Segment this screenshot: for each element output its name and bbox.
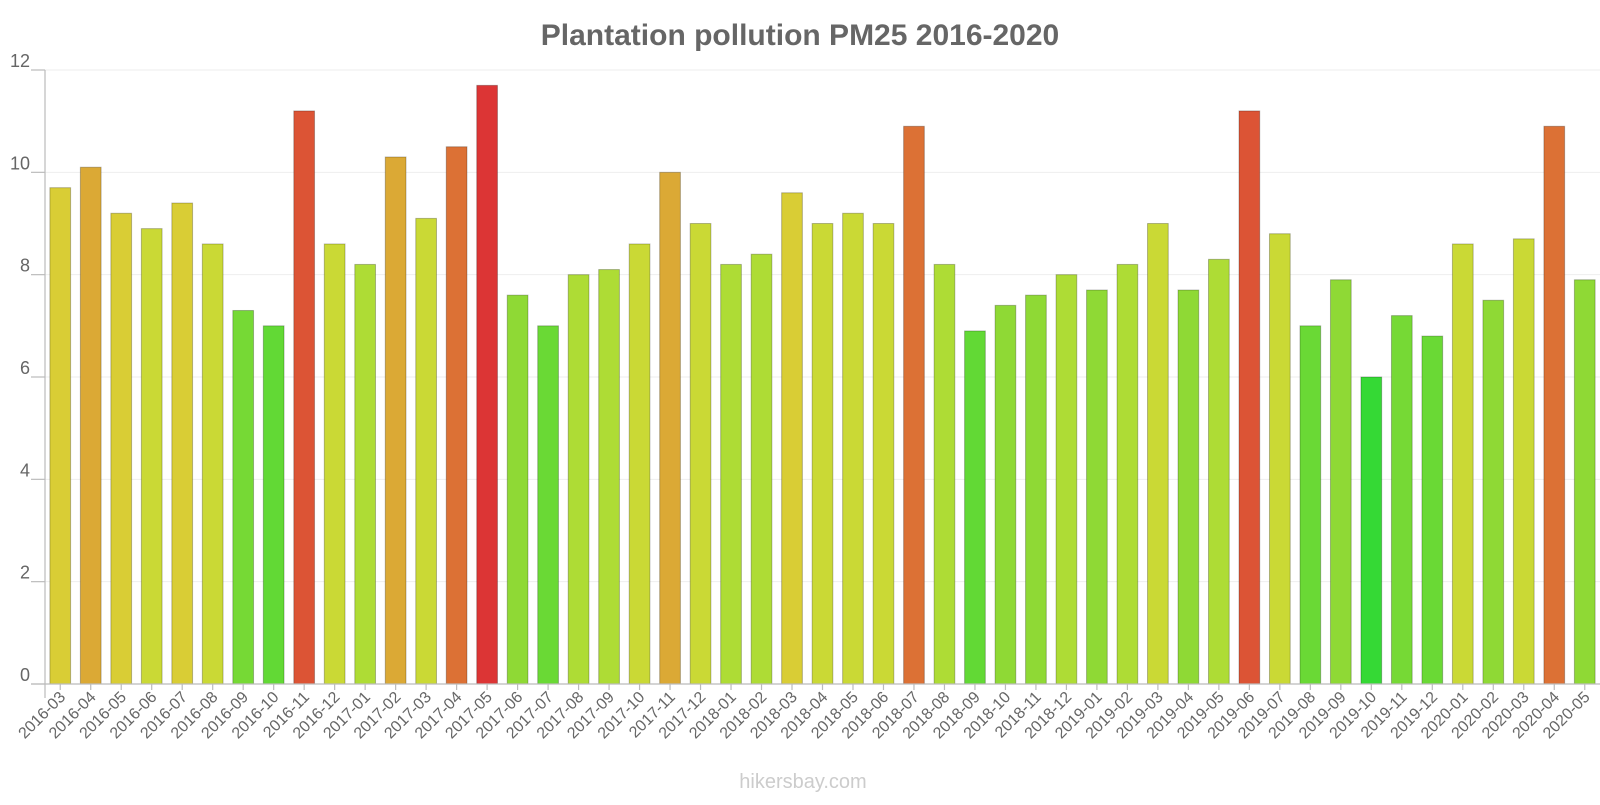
bar-2016-10[interactable] [262,325,285,685]
watermark: hikersbay.com [739,771,866,793]
bar-2019-06[interactable] [1238,110,1261,685]
bar-2019-03[interactable] [1147,223,1169,685]
bar-2016-05[interactable] [110,212,133,685]
bar-2016-09[interactable] [232,309,255,685]
bar-2017-09[interactable] [598,269,620,685]
bar-2017-06[interactable] [506,294,529,685]
bar-2019-02[interactable] [1116,263,1139,685]
bar-2017-05[interactable] [476,84,498,685]
bar-2019-04[interactable] [1177,289,1200,685]
y-tick-label: 6 [20,358,30,378]
y-tick-label: 10 [10,153,30,173]
bar-2018-11[interactable] [1025,294,1047,685]
bar-2020-03[interactable] [1512,238,1535,685]
bar-2017-01[interactable] [354,263,377,685]
bar-2017-03[interactable] [415,217,437,685]
bar-2017-02[interactable] [384,156,407,685]
bar-2020-02[interactable] [1482,299,1505,685]
bar-2018-06[interactable] [872,223,895,685]
bar-2020-01[interactable] [1451,243,1474,685]
bar-2017-11[interactable] [659,171,681,685]
bar-2017-07[interactable] [537,325,559,685]
bar-2019-12[interactable] [1421,335,1444,685]
bar-2018-01[interactable] [720,263,742,685]
bar-2018-07[interactable] [903,125,925,685]
bar-2018-02[interactable] [750,253,773,685]
y-tick-label: 12 [10,51,30,71]
chart-title: Plantation pollution PM25 2016-2020 [541,19,1059,52]
bar-2019-10[interactable] [1360,376,1383,685]
bar-2017-12[interactable] [689,223,712,685]
bar-2018-12[interactable] [1055,274,1078,685]
y-tick-label: 0 [20,665,30,685]
bar-2016-12[interactable] [323,243,346,685]
bar-2019-11[interactable] [1390,315,1413,685]
bar-2017-10[interactable] [628,243,651,685]
bar-2018-10[interactable] [994,304,1017,685]
axes [31,70,1600,698]
bar-2016-08[interactable] [201,243,224,685]
bar-2016-03[interactable] [49,187,72,685]
bar-2019-09[interactable] [1329,279,1352,685]
bar-2018-03[interactable] [781,192,803,685]
bar-2016-07[interactable] [171,202,194,685]
x-axis-ticks: 2016-032016-042016-052016-062016-072016-… [16,684,1594,742]
bar-2019-05[interactable] [1208,258,1230,685]
bar-2018-09[interactable] [964,330,986,685]
bars [49,84,1596,685]
bar-2017-08[interactable] [567,274,590,685]
bar-2016-06[interactable] [140,228,163,685]
y-tick-label: 8 [20,256,30,276]
bar-2017-04[interactable] [445,146,468,685]
y-tick-label: 4 [20,460,30,480]
y-tick-label: 2 [20,563,30,583]
bar-2018-08[interactable] [933,263,956,685]
bar-2019-01[interactable] [1086,289,1108,685]
bar-2019-07[interactable] [1268,233,1291,685]
bar-2016-04[interactable] [79,166,102,685]
bar-2018-05[interactable] [842,212,864,685]
bar-2020-05[interactable] [1573,279,1596,685]
bar-2018-04[interactable] [811,223,834,685]
bar-2019-08[interactable] [1299,325,1322,685]
y-axis-ticks: 0 2 4 6 8 10 12 [10,51,45,685]
bar-2016-11[interactable] [293,110,316,685]
bar-2020-04[interactable] [1543,125,1566,685]
